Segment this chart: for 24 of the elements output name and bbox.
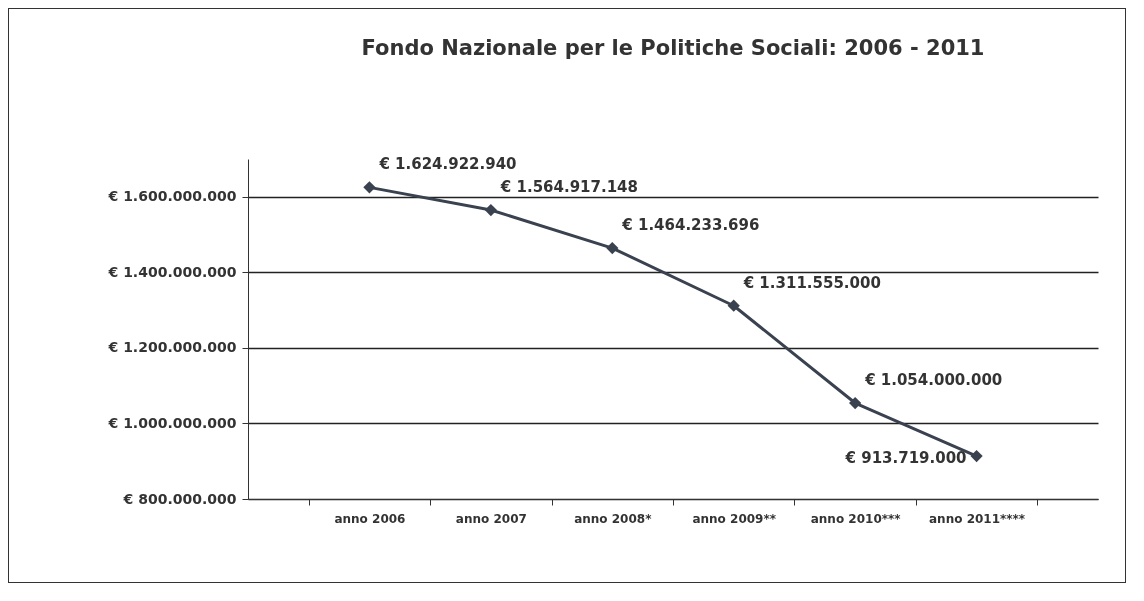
text: € 1.624.922.940 (379, 155, 517, 174)
y-tick-label: € 800.000.000 (122, 490, 237, 507)
x-tick-label: anno 2010*** (810, 511, 902, 526)
y-tick-label: € 1.400.000.000 (107, 263, 237, 280)
x-tick-label: anno 2008* (574, 511, 653, 526)
point (727, 299, 740, 312)
text: € 1.564.917.148 (500, 178, 638, 197)
point (849, 396, 862, 410)
chart-title: Fondo Nazionale per le Politiche Sociali: 2006 - 2011 (361, 36, 985, 61)
point (484, 203, 497, 217)
y-tick-label: € 1.000.000.000 (107, 414, 237, 431)
y-tick-label: € 1.200.000.000 (107, 339, 237, 356)
x-tick-label: anno 2011**** (929, 511, 1026, 526)
point (363, 181, 376, 194)
text: € 1.464.233.696 (622, 216, 760, 235)
point (970, 449, 983, 463)
x-tick-label: anno 2007 (455, 511, 527, 526)
x-tick-label: anno 2009** (692, 511, 777, 526)
text: € 1.311.555.000 (743, 273, 881, 292)
text: € 913.719.000 (845, 449, 967, 468)
point (606, 241, 619, 255)
text: € 1.054.000.000 (865, 371, 1003, 390)
y-tick-label: € 1.600.000.000 (107, 188, 237, 205)
x-tick-label: anno 2006 (334, 511, 406, 526)
